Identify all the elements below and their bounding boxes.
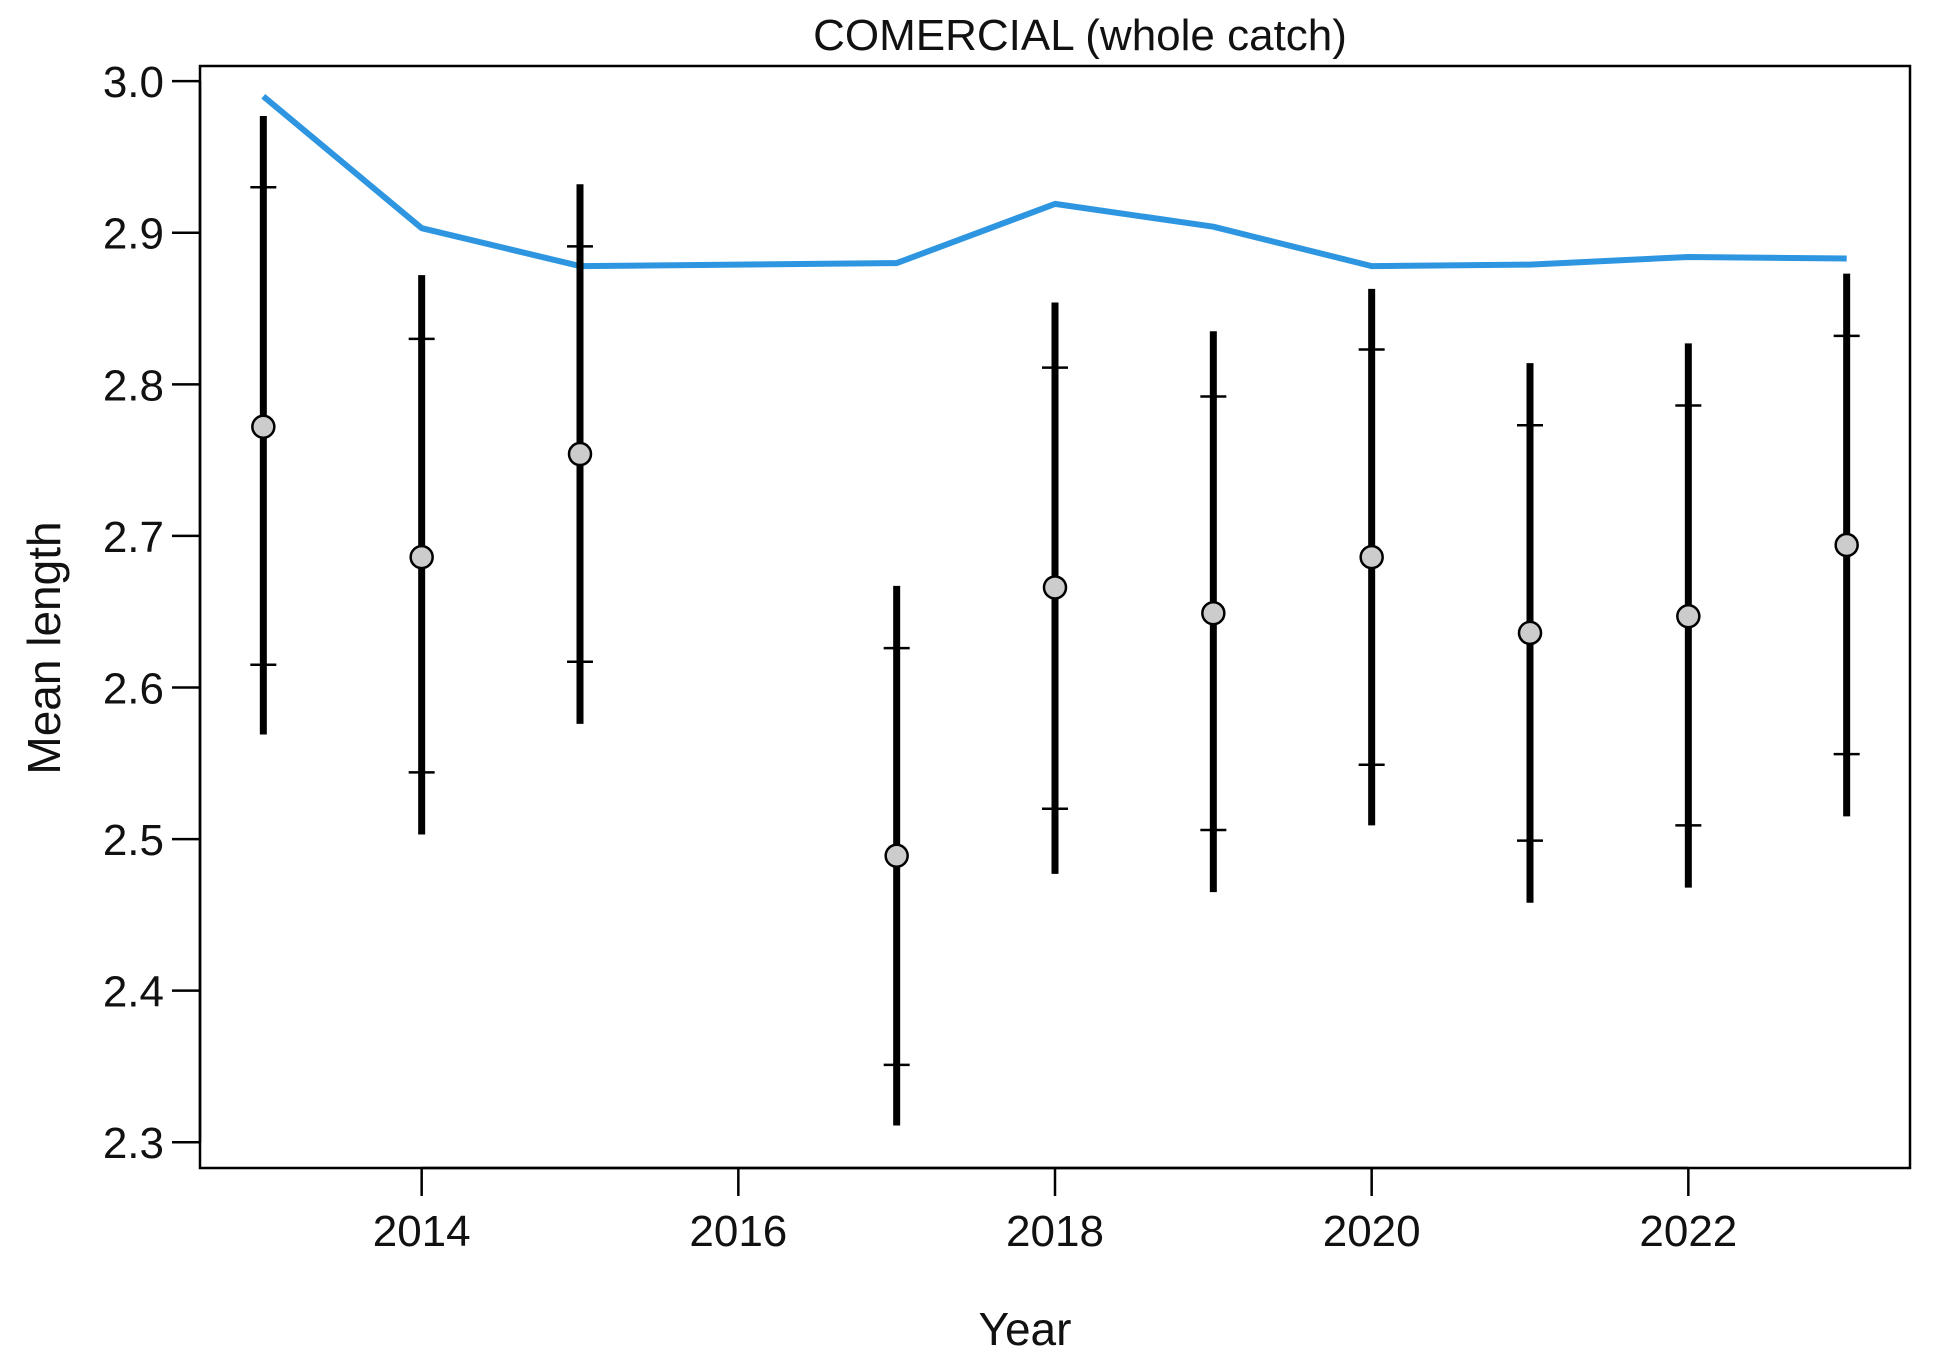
observed-point — [1201, 600, 1226, 626]
x-tick-label: 2022 — [1639, 1207, 1737, 1256]
observed-series — [250, 116, 1860, 1126]
x-axis-label: Year — [979, 1303, 1072, 1350]
y-tick-label: 2.3 — [103, 1119, 164, 1168]
x-tick-label: 2018 — [1006, 1207, 1104, 1256]
chart-title: COMERCIAL (whole catch) — [813, 11, 1347, 60]
y-axis: 2.3 2.4 2.5 2.6 2.7 2.8 2.9 3.0 — [103, 58, 202, 1168]
observed-point — [1042, 575, 1068, 600]
x-axis: 2014 2016 2018 2020 2022 — [373, 1166, 1737, 1256]
observed-point — [567, 441, 593, 467]
observed-point — [1359, 544, 1384, 570]
expected-mean-length-line — [261, 93, 1847, 270]
y-tick-label: 3.0 — [103, 58, 164, 107]
x-tick-label: 2016 — [689, 1207, 787, 1256]
y-tick-label: 2.5 — [103, 816, 164, 865]
observed-point — [1676, 603, 1701, 629]
x-tick-label: 2020 — [1323, 1207, 1421, 1256]
y-tick-label: 2.4 — [103, 968, 164, 1017]
y-axis-label: Mean length — [18, 521, 70, 774]
observed-point — [409, 544, 434, 570]
expected-series — [261, 93, 1847, 270]
y-tick-label: 2.8 — [103, 361, 164, 410]
y-tick-label: 2.6 — [103, 664, 164, 713]
observed-point — [1517, 620, 1543, 646]
y-tick-label: 2.7 — [103, 513, 164, 562]
y-tick-label: 2.9 — [103, 210, 164, 259]
observed-point — [1834, 532, 1859, 558]
observed-point — [251, 414, 276, 440]
x-tick-label: 2014 — [373, 1207, 471, 1256]
observed-point — [884, 843, 909, 868]
